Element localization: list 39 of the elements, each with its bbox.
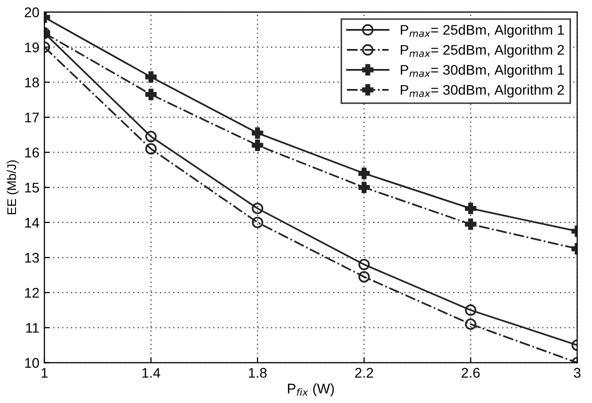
y-tick-label: 10 bbox=[25, 358, 39, 368]
x-tick-label: 2.2 bbox=[355, 368, 374, 378]
y-tick-label: 15 bbox=[25, 182, 39, 193]
y-tick-label: 18 bbox=[25, 78, 39, 88]
x-tick-label: 2.6 bbox=[462, 368, 480, 378]
y-axis-title: EE (Mb/J) bbox=[6, 160, 19, 214]
legend-label: P$_{max}$= 30dBm, Algorithm 1 bbox=[400, 64, 564, 78]
legend-label: P$_{max}$= 25dBm, Algorithm 2 bbox=[400, 44, 564, 58]
legend-label: P$_{max}$= 25dBm, Algorithm 1 bbox=[400, 24, 564, 38]
point bbox=[145, 130, 157, 142]
legend-label: P$_{max}$= 30dBm, Algorithm 2 bbox=[400, 84, 564, 98]
y-tick-label: 13 bbox=[25, 252, 39, 263]
point bbox=[464, 202, 476, 214]
point bbox=[252, 216, 264, 228]
point bbox=[358, 168, 370, 180]
point bbox=[464, 304, 476, 316]
y-tick-label: 12 bbox=[25, 288, 39, 298]
point bbox=[145, 71, 157, 83]
point bbox=[358, 271, 370, 282]
point bbox=[145, 88, 157, 100]
point bbox=[464, 218, 476, 230]
point bbox=[358, 182, 370, 194]
y-tick-label: 17 bbox=[25, 112, 39, 122]
x-tick-label: 3 bbox=[574, 368, 580, 378]
y-tick-label: 19 bbox=[25, 42, 39, 52]
x-tick-label: 1 bbox=[42, 368, 48, 378]
y-tick-label: 14 bbox=[25, 218, 40, 228]
x-axis-title: P$_{fix}$ (W) bbox=[288, 383, 334, 396]
point bbox=[252, 202, 264, 214]
x-tick-label: 1.8 bbox=[248, 368, 267, 378]
point bbox=[358, 258, 370, 270]
point bbox=[145, 143, 157, 155]
x-tick-label: 1.4 bbox=[142, 368, 160, 378]
point bbox=[252, 127, 264, 139]
y-tick-label: 16 bbox=[25, 148, 39, 158]
point bbox=[464, 318, 476, 330]
y-tick-label: 20 bbox=[24, 7, 39, 18]
y-tick-label: 11 bbox=[26, 323, 39, 333]
point bbox=[252, 140, 264, 152]
